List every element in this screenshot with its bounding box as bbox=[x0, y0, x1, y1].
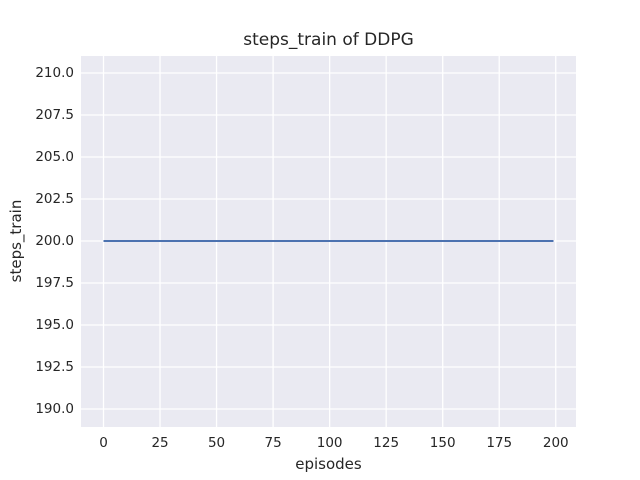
y-tick-label: 205.0 bbox=[35, 148, 74, 165]
y-tick-label: 197.5 bbox=[35, 275, 74, 291]
x-axis-label: episodes bbox=[295, 455, 362, 473]
y-tick-label: 207.5 bbox=[35, 106, 74, 123]
y-tick-label: 202.5 bbox=[35, 190, 74, 207]
y-tick-label: 195.0 bbox=[35, 317, 74, 333]
plot-area bbox=[81, 56, 576, 427]
x-tick-label: 25 bbox=[151, 435, 169, 451]
x-tick-label: 0 bbox=[99, 435, 108, 451]
chart-title: steps_train of DDPG bbox=[243, 30, 414, 50]
y-tick-label: 200.0 bbox=[35, 232, 74, 249]
x-tick-label: 100 bbox=[316, 435, 343, 451]
x-tick-label: 125 bbox=[373, 435, 400, 451]
plot-canvas bbox=[81, 56, 576, 427]
x-tick-label: 75 bbox=[264, 435, 282, 451]
x-tick-label: 50 bbox=[207, 435, 226, 451]
y-tick-label: 210.0 bbox=[35, 64, 74, 81]
x-tick-label: 200 bbox=[542, 435, 569, 451]
x-tick-label: 175 bbox=[486, 435, 513, 451]
y-tick-label: 192.5 bbox=[35, 359, 74, 375]
y-tick-label: 190.0 bbox=[35, 401, 74, 418]
x-tick-label: 150 bbox=[429, 435, 456, 451]
